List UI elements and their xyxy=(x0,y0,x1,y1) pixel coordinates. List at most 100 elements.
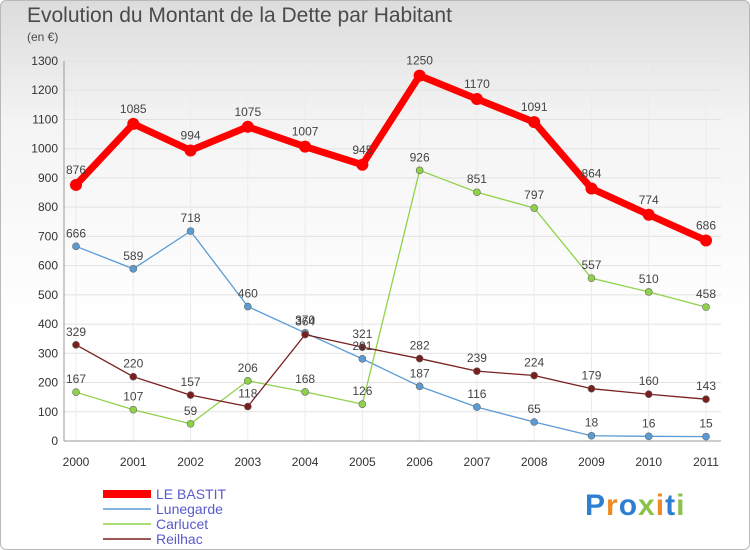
series-3-label-6: 282 xyxy=(410,339,430,353)
legend-label-0: LE BASTIT xyxy=(156,486,226,502)
series-2-label-7: 851 xyxy=(467,172,487,186)
series-line-1 xyxy=(75,230,707,438)
series-line-3 xyxy=(75,333,707,408)
series-3-point-1 xyxy=(129,372,138,381)
series-line-2 xyxy=(75,169,707,425)
legend-label-2: Carlucet xyxy=(156,516,208,532)
series-1-point-10 xyxy=(644,432,653,441)
legend-label-3: Reilhac xyxy=(156,531,203,547)
series-0-label-7: 1170 xyxy=(464,77,490,91)
y-tick-label-5: 500 xyxy=(38,288,58,302)
series-2-label-4: 168 xyxy=(295,372,315,386)
series-1-label-10: 16 xyxy=(642,416,656,430)
x-tick-label-4: 2004 xyxy=(292,455,319,469)
series-3-label-1: 220 xyxy=(123,357,143,371)
series-0-label-1: 1085 xyxy=(120,102,147,116)
series-1-label-9: 18 xyxy=(585,416,599,430)
series-0-label-9: 864 xyxy=(581,166,601,180)
series-3-label-10: 160 xyxy=(639,374,659,388)
series-0-label-5: 945 xyxy=(352,143,372,157)
series-1-label-6: 187 xyxy=(410,366,430,380)
y-tick-label-4: 400 xyxy=(38,317,58,331)
series-1-point-7 xyxy=(473,403,481,411)
series-1-point-5 xyxy=(358,355,367,363)
y-tick-label-3: 300 xyxy=(38,346,58,360)
series-0-point-6 xyxy=(413,69,426,82)
x-tick-label-11: 2011 xyxy=(693,455,719,469)
series-2-point-0 xyxy=(72,388,80,396)
series-0-point-4 xyxy=(299,140,312,153)
series-0-point-5 xyxy=(356,158,369,171)
y-tick-label-8: 800 xyxy=(38,200,58,214)
series-3-label-4: 364 xyxy=(295,315,315,329)
series-1-label-4: 370 xyxy=(295,313,315,327)
series-0-label-0: 876 xyxy=(66,163,86,177)
series-3-label-3: 118 xyxy=(238,387,257,401)
series-2-label-5: 126 xyxy=(352,384,372,398)
series-2-point-9 xyxy=(587,274,596,282)
x-tick-label-10: 2010 xyxy=(635,455,662,469)
chart-title: Evolution du Montant de la Dette par Hab… xyxy=(27,4,452,27)
series-1-label-8: 65 xyxy=(528,402,542,416)
series-1-point-6 xyxy=(415,382,424,391)
chart-unit-label: (en €) xyxy=(27,30,59,44)
y-tick-label-2: 200 xyxy=(38,376,58,390)
y-tick-label-10: 1000 xyxy=(31,142,58,156)
series-3-point-11 xyxy=(702,395,710,404)
series-1-point-0 xyxy=(72,242,80,251)
series-1-point-3 xyxy=(244,302,252,311)
x-tick-label-5: 2005 xyxy=(349,455,376,469)
series-line-0 xyxy=(72,72,710,244)
series-2-point-11 xyxy=(702,303,710,311)
series-1-label-3: 460 xyxy=(238,287,258,301)
series-3-label-0: 329 xyxy=(66,325,86,339)
series-2-point-5 xyxy=(358,400,367,408)
series-0-label-8: 1091 xyxy=(521,100,548,114)
series-3-label-11: 143 xyxy=(696,379,716,393)
series-1-label-11: 15 xyxy=(699,417,713,431)
series-2-point-8 xyxy=(530,204,538,212)
series-3-point-10 xyxy=(644,390,653,399)
series-1-point-11 xyxy=(702,432,710,441)
series-2-label-0: 167 xyxy=(66,372,86,386)
series-1-label-1: 589 xyxy=(123,249,143,263)
series-0-point-9 xyxy=(585,182,598,195)
series-0-point-7 xyxy=(470,93,483,105)
series-2-label-11: 458 xyxy=(696,287,716,301)
y-tick-label-13: 1300 xyxy=(31,54,58,68)
x-tick-label-3: 2003 xyxy=(234,455,261,469)
series-3-label-2: 157 xyxy=(181,375,201,389)
series-3-point-7 xyxy=(473,367,481,375)
proxiti-logo: Proxiti xyxy=(585,489,686,522)
series-2-label-1: 107 xyxy=(123,390,143,404)
x-tick-label-9: 2009 xyxy=(578,455,605,469)
series-3-label-8: 224 xyxy=(524,356,544,370)
series-2-label-6: 926 xyxy=(410,150,430,164)
x-tick-label-6: 2006 xyxy=(406,455,433,469)
series-0-point-0 xyxy=(70,178,82,191)
x-tick-label-8: 2008 xyxy=(521,455,548,469)
series-3-label-5: 321 xyxy=(352,327,372,341)
series-0-point-11 xyxy=(700,234,712,247)
series-2-label-9: 557 xyxy=(581,258,601,272)
series-3-label-9: 179 xyxy=(581,369,601,383)
series-2-point-10 xyxy=(644,288,653,296)
series-2-point-6 xyxy=(415,166,424,175)
series-3-point-4 xyxy=(301,330,309,339)
series-0-label-10: 774 xyxy=(639,193,659,207)
series-2-point-1 xyxy=(129,405,138,414)
series-2-point-7 xyxy=(473,188,481,197)
y-tick-label-6: 600 xyxy=(38,259,58,273)
series-0-label-2: 994 xyxy=(181,128,201,142)
x-tick-label-0: 2000 xyxy=(63,455,90,469)
series-0-point-10 xyxy=(642,208,655,221)
series-2-point-3 xyxy=(244,376,252,385)
series-2-label-3: 206 xyxy=(238,361,258,375)
x-tick-label-1: 2001 xyxy=(120,455,147,469)
series-3-point-9 xyxy=(587,384,596,393)
series-2-point-4 xyxy=(301,388,309,396)
x-tick-label-7: 2007 xyxy=(464,455,491,469)
series-1-point-8 xyxy=(530,418,538,426)
series-1-label-2: 718 xyxy=(181,211,201,225)
series-3-point-2 xyxy=(186,391,195,399)
